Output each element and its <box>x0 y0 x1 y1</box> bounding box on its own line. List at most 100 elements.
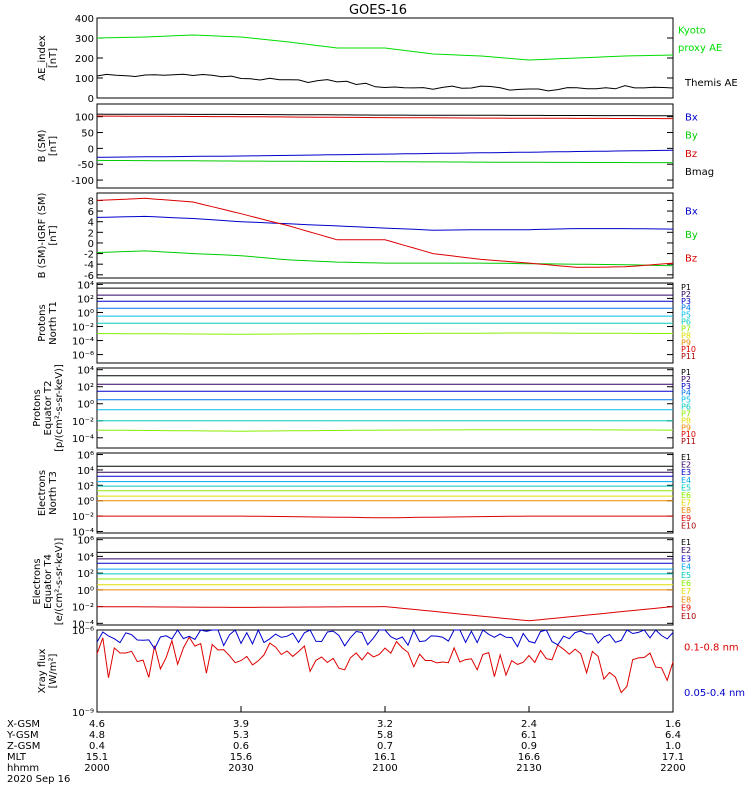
legend-enorth-9: E10 <box>681 521 696 530</box>
legend-pnorth-6: P7 <box>681 324 691 333</box>
footer-value-hhmm: 2130 <box>516 763 541 774</box>
y-tick-label-bdiff: 8 <box>88 196 94 207</box>
y-axis-label-enorth: North T3 <box>48 471 59 515</box>
y-axis-label-ae: AE_index <box>37 35 48 81</box>
series-line-bsm-bz <box>96 115 673 120</box>
series-line-bdiff-bz <box>96 197 674 268</box>
footer-value-y-gsm: 6.4 <box>665 730 681 741</box>
y-tick-label-enorth: 10² <box>77 481 94 492</box>
series-line-enorth-e9 <box>97 515 673 519</box>
legend-pnorth-3: P4 <box>681 304 691 313</box>
y-tick-label-bsm: 50 <box>81 129 94 140</box>
y-axis-label-eeq: Electrons <box>32 558 43 604</box>
y-tick-label-enorth: 10⁻² <box>72 512 94 523</box>
legend-enorth-0: E1 <box>681 453 691 462</box>
y-tick-label-bsm: -50 <box>78 160 94 171</box>
y-tick-label-pnorth: 10⁰ <box>77 308 94 319</box>
legend-eeq-2: E3 <box>681 554 691 563</box>
legend-peq-7: P8 <box>681 416 691 425</box>
footer-value-y-gsm: 6.1 <box>521 730 537 741</box>
legend-peq-3: P4 <box>681 389 691 398</box>
y-tick-label-bdiff: -2 <box>84 250 94 261</box>
legend-ae-0: Kyoto <box>678 26 706 37</box>
y-tick-label-peq: 10⁻² <box>72 417 94 428</box>
y-axis-label-bsm: B (SM) <box>37 129 48 162</box>
legend-eeq-9: E10 <box>681 612 696 621</box>
series-line-pnorth-p7 <box>96 332 673 335</box>
y-axis-label-peq: [p/(cm²-s-sr-keV)] <box>54 364 65 452</box>
legend-enorth-5: E6 <box>681 491 691 500</box>
footer-value-z-gsm: 1.0 <box>665 741 681 752</box>
series-line-xray-0-1-0-8-nm <box>96 636 674 694</box>
footer-value-hhmm: 2000 <box>84 763 109 774</box>
series-line-bsm-bmag <box>96 113 673 117</box>
y-axis-label-pnorth: North T1 <box>48 301 59 345</box>
plot-title: GOES-16 <box>349 3 407 18</box>
legend-pnorth-0: P1 <box>681 283 691 292</box>
legend-enorth-8: E9 <box>681 514 691 523</box>
y-tick-label-bdiff: -6 <box>84 271 94 282</box>
y-axis-label-pnorth: Protons <box>37 304 48 341</box>
legend-pnorth-7: P8 <box>681 331 691 340</box>
legend-bdiff-2: Bz <box>685 253 697 264</box>
legend-eeq-0: E1 <box>681 538 691 547</box>
series-line-ae-kyoto-proxy-ae <box>96 34 674 61</box>
y-tick-label-pnorth: 10⁻⁶ <box>72 351 94 362</box>
footer-value-y-gsm: 4.8 <box>89 730 105 741</box>
panel-frame-enorth <box>96 452 674 534</box>
y-tick-label-peq: 10² <box>77 383 94 394</box>
y-tick-label-xray: 10⁻⁹ <box>72 708 94 719</box>
series-line-ae-themis-ae <box>96 73 674 92</box>
footer-value-hhmm: 2030 <box>228 763 253 774</box>
footer-value-x-gsm: 2.4 <box>521 719 537 730</box>
legend-enorth-6: E7 <box>681 499 691 508</box>
y-tick-label-eeq: 10⁻⁴ <box>72 619 94 630</box>
footer-label-mlt: MLT <box>7 752 27 763</box>
y-axis-label-xray: Xray flux <box>37 649 48 694</box>
y-tick-label-ae: 100 <box>75 74 94 85</box>
y-tick-label-bdiff: 4 <box>88 218 94 229</box>
y-tick-label-peq: 10⁴ <box>77 366 94 377</box>
legend-bdiff-0: Bx <box>685 206 698 217</box>
footer-value-z-gsm: 0.7 <box>377 741 393 752</box>
footer-value-y-gsm: 5.8 <box>377 730 393 741</box>
footer-label-z-gsm: Z-GSM <box>7 741 40 752</box>
legend-pnorth-2: P3 <box>681 297 691 306</box>
y-tick-label-enorth: 10⁴ <box>77 466 94 477</box>
footer-value-hhmm: 2200 <box>660 763 685 774</box>
footer-label-hhmm: hhmm <box>7 763 39 774</box>
panel-frame-peq <box>96 367 674 449</box>
footer-value-z-gsm: 0.6 <box>233 741 249 752</box>
legend-pnorth-4: P5 <box>681 311 691 320</box>
y-tick-label-bsm: 100 <box>75 113 94 124</box>
legend-peq-9: P10 <box>681 430 696 439</box>
y-tick-label-pnorth: 10⁻⁴ <box>72 337 94 348</box>
y-tick-label-eeq: 10⁻² <box>72 603 94 614</box>
legend-bsm-1: By <box>685 131 698 142</box>
y-axis-label-peq: Protons <box>32 389 43 426</box>
footer-value-y-gsm: 5.3 <box>233 730 249 741</box>
y-tick-label-bdiff: -4 <box>84 260 94 271</box>
legend-bdiff-1: By <box>685 230 698 241</box>
legend-pnorth-1: P2 <box>681 290 691 299</box>
legend-peq-4: P5 <box>681 396 691 405</box>
footer-label-x-gsm: X-GSM <box>7 719 40 730</box>
legend-peq-2: P3 <box>681 382 691 391</box>
legend-enorth-7: E8 <box>681 506 691 515</box>
legend-xray-2: 0.05-0.4 nm <box>684 688 745 699</box>
y-tick-label-eeq: 10⁶ <box>77 536 94 547</box>
y-tick-label-peq: 10⁻⁴ <box>72 434 94 445</box>
footer-value-mlt: 16.1 <box>374 752 396 763</box>
legend-peq-6: P7 <box>681 409 691 418</box>
y-axis-label-peq: Equator T2 <box>43 381 54 436</box>
legend-pnorth-9: P10 <box>681 345 696 354</box>
legend-eeq-4: E5 <box>681 571 691 580</box>
y-tick-label-bsm: 0 <box>88 144 94 155</box>
y-tick-label-xray: 10⁻⁶ <box>72 626 94 637</box>
footer-value-mlt: 17.1 <box>662 752 684 763</box>
footer-value-hhmm: 2100 <box>372 763 397 774</box>
legend-peq-10: P11 <box>681 437 696 446</box>
y-tick-label-bsm: -100 <box>71 176 94 187</box>
